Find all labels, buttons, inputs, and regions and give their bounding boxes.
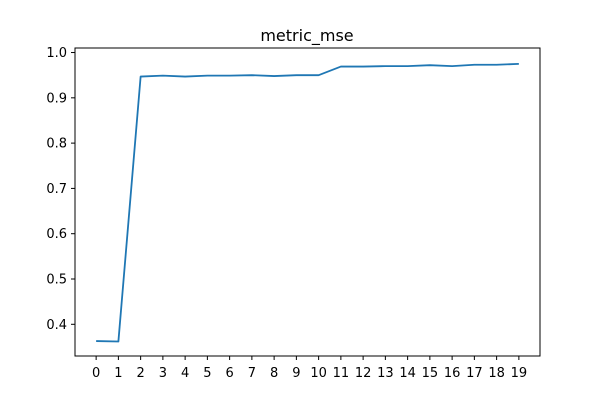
- x-tick-label: 12: [355, 366, 372, 381]
- x-tick-label: 14: [399, 366, 416, 381]
- series-line: [96, 62, 519, 343]
- x-tick-label: 15: [422, 366, 439, 381]
- plot-area: 0 1 2 3 4 5 6 7 8 9 10 11 12 13 14 15 16 17 18 19 0.40.50.6…: [46, 46, 541, 381]
- x-tick-label: 9: [292, 366, 300, 381]
- y-tick-label: 0.9: [46, 91, 67, 106]
- x-tick-label: 18: [488, 366, 505, 381]
- x-tick-label: 10: [310, 366, 327, 381]
- y-tick-label: 0.7: [46, 182, 67, 197]
- chart-title: metric_mse: [260, 26, 353, 46]
- x-tick-label: 1: [114, 366, 122, 381]
- x-tick-label: 8: [270, 366, 278, 381]
- x-tick-label: 17: [466, 366, 483, 381]
- x-tick-label: 7: [248, 366, 256, 381]
- y-tick-label: 0.5: [46, 273, 67, 288]
- x-tick-label: 6: [225, 366, 233, 381]
- y-axis: 0.4 0.5 0.6 0.7 0.8 0.9 1.0: [46, 46, 75, 333]
- y-tick-label: 0.8: [46, 137, 67, 152]
- y-tick-label: 0.6: [46, 227, 67, 242]
- x-tick-label: 19: [511, 366, 528, 381]
- y-tick-label: 1.0: [46, 46, 67, 61]
- x-tick-label: 13: [377, 366, 394, 381]
- x-axis: 0 1 2 3 4 5 6 7 8 9 10 11 12 13 14 15 16 17 18 19: [92, 356, 527, 381]
- x-tick-label: 4: [181, 366, 189, 381]
- x-tick-label: 16: [444, 366, 461, 381]
- x-tick-label: 5: [203, 366, 211, 381]
- x-tick-label: 3: [159, 366, 167, 381]
- x-tick-label: 11: [333, 366, 350, 381]
- x-tick-label: 0: [92, 366, 100, 381]
- axes-frame: [74, 47, 541, 357]
- x-tick-label: 2: [136, 366, 144, 381]
- y-tick-label: 0.4: [46, 318, 67, 333]
